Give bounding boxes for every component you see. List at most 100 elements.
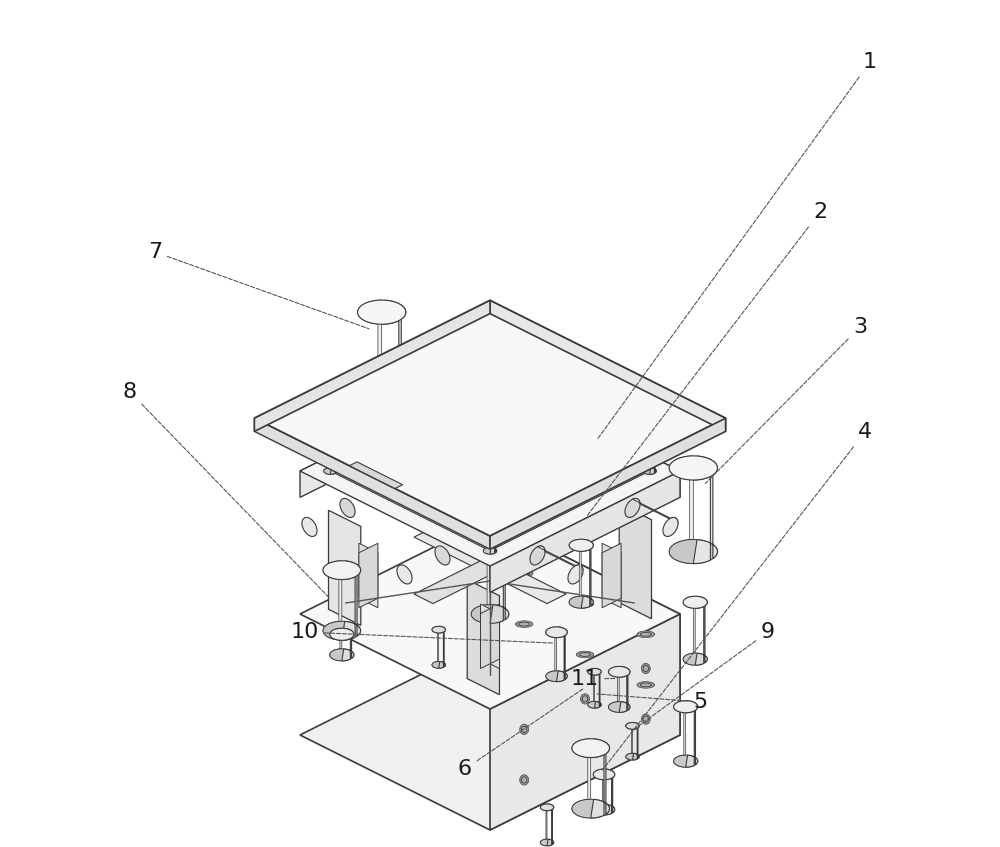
Polygon shape	[546, 627, 567, 638]
Polygon shape	[686, 700, 698, 767]
Polygon shape	[330, 649, 354, 661]
Polygon shape	[439, 626, 445, 668]
Polygon shape	[349, 462, 403, 489]
Text: 4: 4	[602, 422, 872, 770]
Polygon shape	[594, 668, 601, 708]
Polygon shape	[540, 839, 554, 846]
Polygon shape	[432, 662, 445, 668]
Ellipse shape	[643, 716, 649, 722]
Polygon shape	[540, 804, 554, 811]
Polygon shape	[414, 528, 566, 604]
Polygon shape	[593, 769, 615, 780]
Polygon shape	[633, 722, 639, 760]
Polygon shape	[626, 722, 633, 760]
Ellipse shape	[519, 572, 530, 575]
Polygon shape	[588, 701, 601, 708]
Ellipse shape	[640, 683, 651, 687]
Polygon shape	[663, 432, 678, 451]
Ellipse shape	[643, 665, 649, 672]
Polygon shape	[490, 301, 726, 431]
Polygon shape	[480, 435, 513, 550]
Polygon shape	[382, 300, 406, 408]
Polygon shape	[490, 376, 680, 497]
Polygon shape	[683, 596, 695, 665]
Polygon shape	[530, 403, 545, 423]
Polygon shape	[490, 519, 680, 735]
Polygon shape	[572, 739, 610, 757]
Polygon shape	[588, 668, 594, 708]
Ellipse shape	[520, 724, 528, 734]
Polygon shape	[490, 348, 497, 395]
Polygon shape	[342, 628, 354, 661]
Polygon shape	[358, 300, 382, 407]
Polygon shape	[626, 753, 639, 760]
Polygon shape	[619, 504, 652, 619]
Polygon shape	[302, 518, 317, 536]
Ellipse shape	[637, 631, 654, 638]
Polygon shape	[432, 626, 445, 633]
Polygon shape	[302, 432, 317, 451]
Polygon shape	[310, 432, 355, 457]
Polygon shape	[568, 385, 583, 403]
Polygon shape	[483, 348, 497, 355]
Polygon shape	[650, 428, 656, 474]
Ellipse shape	[521, 726, 527, 733]
Polygon shape	[404, 385, 450, 409]
Polygon shape	[358, 384, 406, 408]
Polygon shape	[669, 456, 717, 480]
Ellipse shape	[516, 621, 533, 627]
Text: 2: 2	[587, 202, 827, 517]
Polygon shape	[471, 605, 509, 623]
Polygon shape	[254, 301, 726, 536]
Polygon shape	[467, 579, 500, 695]
Text: 1: 1	[598, 52, 877, 439]
Polygon shape	[254, 301, 490, 431]
Polygon shape	[471, 539, 509, 557]
Polygon shape	[483, 388, 497, 395]
Polygon shape	[569, 540, 593, 551]
Polygon shape	[619, 667, 630, 712]
Polygon shape	[481, 483, 500, 547]
Polygon shape	[490, 508, 497, 554]
Ellipse shape	[581, 745, 589, 755]
Polygon shape	[254, 418, 490, 549]
Ellipse shape	[521, 777, 527, 783]
Polygon shape	[530, 546, 545, 565]
Polygon shape	[540, 804, 547, 846]
Polygon shape	[693, 456, 717, 563]
Polygon shape	[674, 756, 698, 767]
Polygon shape	[625, 498, 640, 518]
Polygon shape	[683, 596, 707, 608]
Polygon shape	[481, 483, 500, 547]
Polygon shape	[674, 700, 698, 712]
Text: 5: 5	[597, 692, 707, 712]
Polygon shape	[480, 604, 500, 668]
Polygon shape	[556, 627, 567, 682]
Polygon shape	[359, 543, 378, 608]
Polygon shape	[593, 804, 615, 815]
Polygon shape	[633, 498, 678, 523]
Polygon shape	[435, 403, 450, 423]
Ellipse shape	[637, 682, 654, 688]
Polygon shape	[435, 546, 450, 565]
Ellipse shape	[576, 651, 594, 657]
Polygon shape	[330, 391, 650, 551]
Polygon shape	[323, 561, 361, 579]
Polygon shape	[490, 539, 509, 623]
Ellipse shape	[642, 714, 650, 724]
Ellipse shape	[640, 633, 651, 636]
Polygon shape	[490, 614, 680, 830]
Ellipse shape	[520, 775, 528, 785]
Polygon shape	[669, 540, 717, 563]
Polygon shape	[674, 700, 686, 767]
Polygon shape	[602, 543, 621, 608]
Ellipse shape	[582, 746, 588, 753]
Polygon shape	[643, 428, 650, 474]
Polygon shape	[608, 667, 630, 677]
Polygon shape	[340, 451, 355, 470]
Polygon shape	[643, 468, 656, 474]
Ellipse shape	[582, 695, 588, 702]
Polygon shape	[669, 456, 693, 563]
Text: 9: 9	[635, 622, 775, 728]
Polygon shape	[626, 722, 639, 729]
